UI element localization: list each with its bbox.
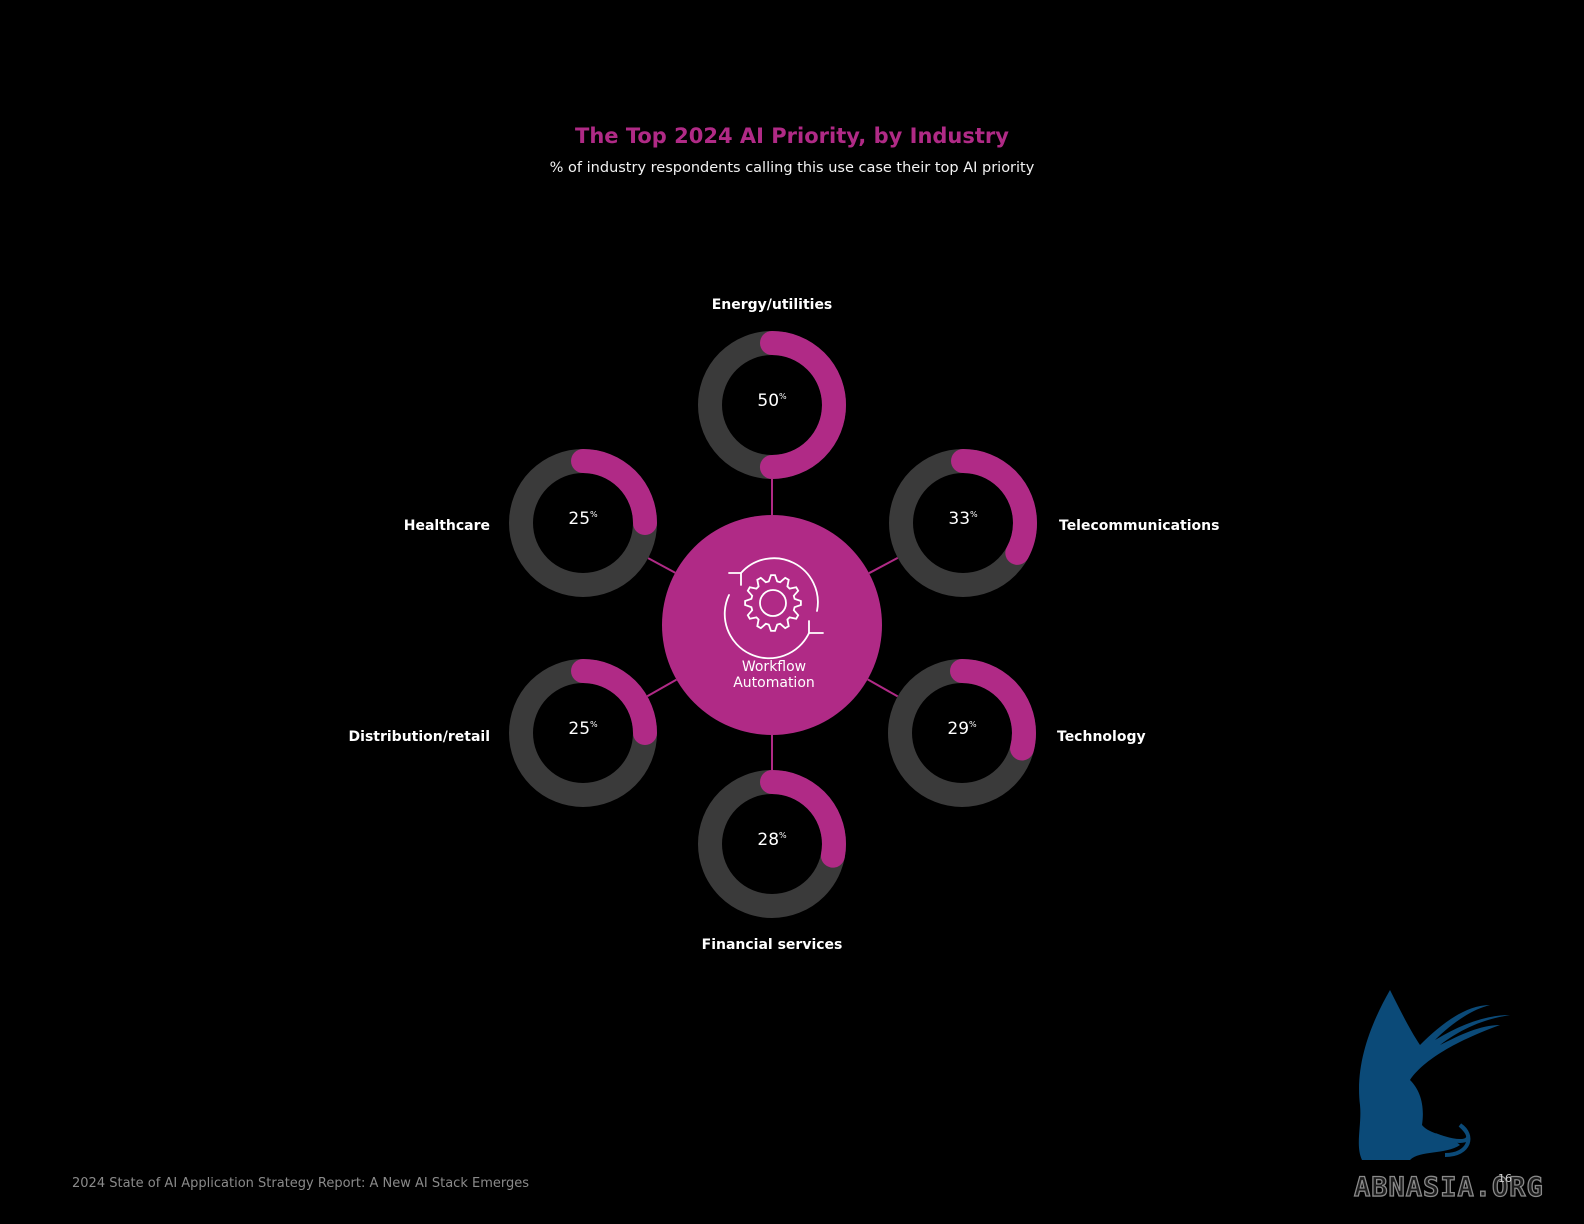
category-label: Financial services xyxy=(702,937,843,953)
watermark-text: ABNASIA.ORG xyxy=(1353,1171,1544,1203)
category-label: Energy/utilities xyxy=(712,297,833,313)
donut-value-arc xyxy=(888,659,1036,807)
connector-line xyxy=(868,556,899,575)
connector-line xyxy=(867,678,899,698)
page-number: 16 xyxy=(1498,1172,1512,1185)
category-label: Telecommunications xyxy=(1059,518,1219,534)
arrow-head xyxy=(728,572,742,586)
donut-value-arc xyxy=(889,449,1037,597)
donut-value-label: 33% xyxy=(948,509,978,529)
donut-value-label: 25% xyxy=(568,509,598,529)
connector-line xyxy=(646,678,677,698)
gear-hub xyxy=(759,589,787,617)
category-label: Distribution/retail xyxy=(349,729,490,745)
donut-value-arc xyxy=(509,659,657,807)
footer-report-title: 2024 State of AI Application Strategy Re… xyxy=(72,1176,529,1191)
arrow-head xyxy=(808,620,824,634)
griffin-logo-icon xyxy=(1358,990,1510,1160)
donut-value-arc xyxy=(509,449,657,597)
chart-title: The Top 2024 AI Priority, by Industry xyxy=(575,124,1009,148)
cycle-arrow-bottom xyxy=(723,594,810,660)
connector-line xyxy=(647,557,676,574)
donut-value-arc xyxy=(698,331,846,479)
donut-value-label: 25% xyxy=(568,719,598,739)
center-label-line2: Automation xyxy=(733,675,815,691)
donut-value-arc xyxy=(698,770,846,918)
category-label: Technology xyxy=(1057,729,1146,745)
hub-circle xyxy=(662,515,882,735)
chart-subtitle: % of industry respondents calling this u… xyxy=(549,160,1035,176)
category-label: Healthcare xyxy=(404,518,490,534)
gear-teeth xyxy=(744,574,802,632)
donut-value-label: 28% xyxy=(757,830,787,850)
donut-value-label: 29% xyxy=(947,719,977,739)
donut-value-label: 50% xyxy=(757,391,787,411)
gear-cycle-icon xyxy=(723,557,824,660)
cycle-arrow-top xyxy=(740,557,819,612)
center-label-line1: Workflow xyxy=(742,659,806,675)
